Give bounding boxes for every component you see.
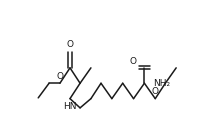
Text: NH₂: NH₂ (153, 79, 170, 88)
Text: O: O (67, 40, 74, 49)
Text: O: O (57, 72, 64, 81)
Text: HN: HN (64, 102, 77, 111)
Text: O: O (130, 57, 137, 66)
Text: O: O (152, 87, 159, 96)
